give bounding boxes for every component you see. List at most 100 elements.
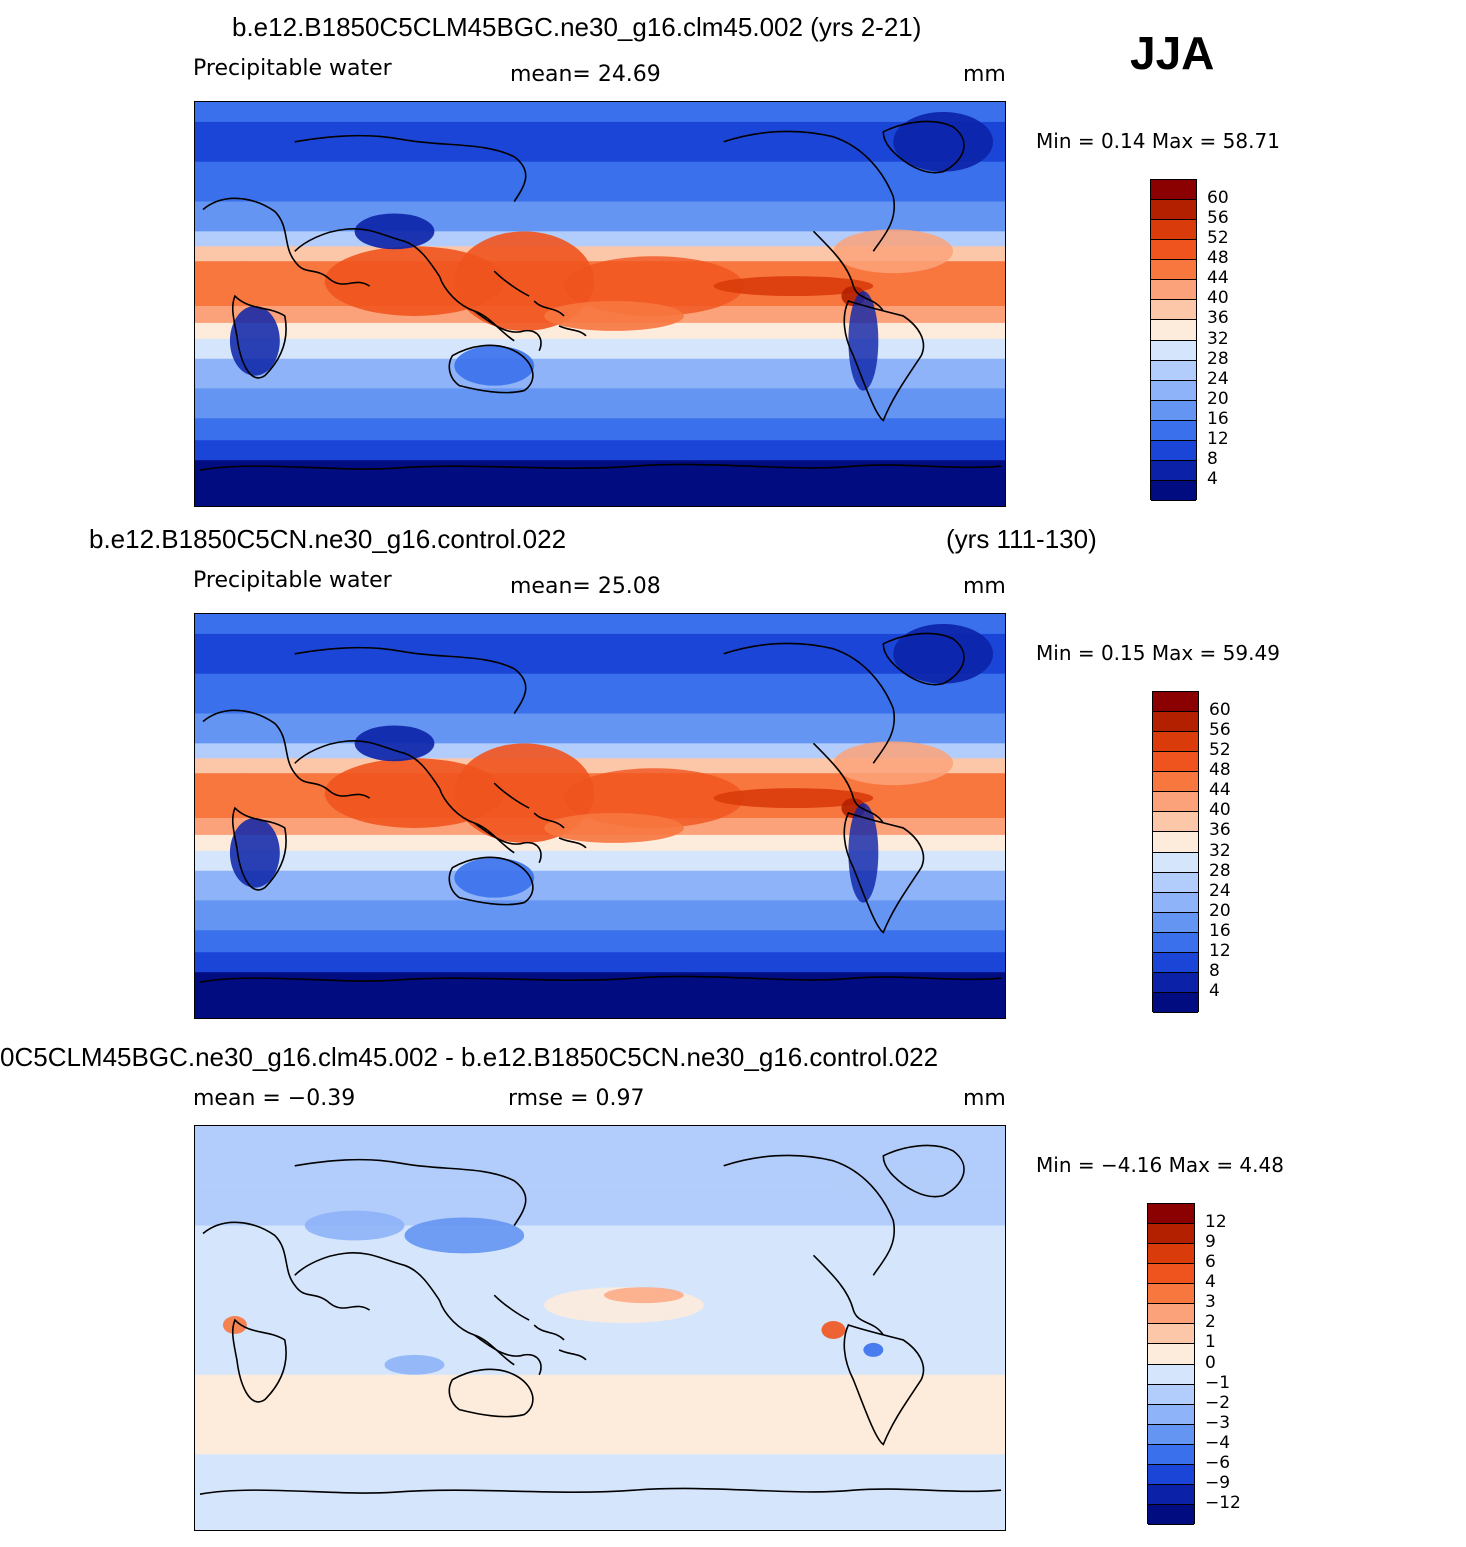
colorbar-tick-label: 8 (1209, 960, 1220, 981)
colorbar-tick-label: 36 (1209, 820, 1231, 841)
colorbar-cell (1151, 380, 1196, 401)
colorbar-cell (1153, 792, 1198, 813)
colorbar-cell (1153, 732, 1198, 753)
panel-2-mean-label: mean= 25.08 (510, 574, 661, 599)
panel-1-map (194, 101, 1006, 507)
colorbar-tick-label: 16 (1207, 408, 1229, 429)
panel-3-mean-label: mean = −0.39 (193, 1086, 356, 1111)
colorbar-cell (1148, 1404, 1194, 1425)
colorbar-tick-label: 60 (1207, 188, 1229, 209)
colorbar-cell (1148, 1204, 1194, 1225)
panel-3-map (194, 1125, 1006, 1531)
colorbar-cell (1151, 180, 1196, 201)
season-label: JJA (1130, 27, 1215, 79)
colorbar-tick-label: 12 (1207, 428, 1229, 449)
colorbar-cell (1148, 1444, 1194, 1465)
colorbar-cell (1148, 1284, 1194, 1305)
colorbar-cell (1148, 1484, 1194, 1505)
colorbar-cell (1153, 972, 1198, 993)
colorbar-tick-label: −2 (1205, 1392, 1231, 1413)
colorbar-tick-label: 4 (1205, 1272, 1216, 1293)
colorbar-tick-label: 56 (1207, 208, 1229, 229)
panel-3-units: mm (963, 1086, 1006, 1111)
colorbar-cell (1151, 440, 1196, 461)
colorbar-cell (1151, 320, 1196, 341)
panel-2-map (194, 613, 1006, 1019)
colorbar-tick-label: 40 (1207, 288, 1229, 309)
colorbar-tick-label: 16 (1209, 920, 1231, 941)
panel-2-min-max: Min = 0.15 Max = 59.49 (1036, 641, 1280, 665)
panel-2-years: (yrs 111-130) (946, 524, 1097, 554)
panel-2-variable-label: Precipitable water (193, 568, 392, 593)
panel-1-title: b.e12.B1850C5CLM45BGC.ne30_g16.clm45.002… (232, 12, 922, 42)
colorbar-tick-label: 52 (1209, 740, 1231, 761)
colorbar-tick-label: −3 (1205, 1412, 1231, 1433)
panel-2-map-svg (195, 614, 1005, 1018)
panel-3-min-max: Min = −4.16 Max = 4.48 (1036, 1153, 1284, 1177)
colorbar-cell (1153, 932, 1198, 953)
colorbar-cell (1148, 1264, 1194, 1285)
colorbar-tick-label: 28 (1209, 860, 1231, 881)
colorbar-tick-label: 12 (1209, 940, 1231, 961)
colorbar-cell (1148, 1384, 1194, 1405)
colorbar-tick-label: 12 (1205, 1212, 1227, 1233)
colorbar-cell (1148, 1304, 1194, 1325)
colorbar-cell (1148, 1464, 1194, 1485)
colorbar-tick-label: −6 (1205, 1452, 1231, 1473)
panel-1-map-svg (195, 102, 1005, 506)
panel-3-map-svg (195, 1126, 1005, 1530)
colorbar-tick-label: 52 (1207, 228, 1229, 249)
colorbar-cell (1151, 460, 1196, 481)
colorbar-tick-label: 2 (1205, 1312, 1216, 1333)
colorbar-tick-label: 40 (1209, 800, 1231, 821)
colorbar-cell (1153, 992, 1198, 1013)
colorbar-cell (1151, 420, 1196, 441)
colorbar-cell (1151, 240, 1196, 261)
colorbar-tick-label: −9 (1205, 1472, 1231, 1493)
colorbar-cell (1153, 852, 1198, 873)
panel-3-rmse-label: rmse = 0.97 (508, 1086, 645, 1111)
colorbar-cell (1153, 692, 1198, 713)
colorbar-tick-label: 0 (1205, 1352, 1216, 1373)
colorbar-cell (1153, 872, 1198, 893)
colorbar-tick-label: 1 (1205, 1332, 1216, 1353)
colorbar-cell (1153, 952, 1198, 973)
panel-3-colorbar (1147, 1203, 1195, 1525)
panel-1-variable-label: Precipitable water (193, 56, 392, 81)
panel-2-colorbar (1152, 691, 1199, 1013)
colorbar-tick-label: 60 (1209, 700, 1231, 721)
colorbar-tick-label: 3 (1205, 1292, 1216, 1313)
colorbar-cell (1148, 1364, 1194, 1385)
colorbar-cell (1148, 1324, 1194, 1345)
colorbar-tick-label: 28 (1207, 348, 1229, 369)
panel-1-min-max: Min = 0.14 Max = 58.71 (1036, 129, 1280, 153)
colorbar-tick-label: 44 (1207, 268, 1229, 289)
colorbar-cell (1151, 400, 1196, 421)
colorbar-cell (1153, 912, 1198, 933)
panel-2-title: b.e12.B1850C5CN.ne30_g16.control.022 (89, 524, 567, 554)
colorbar-cell (1151, 480, 1196, 501)
colorbar-cell (1148, 1244, 1194, 1265)
colorbar-tick-label: 44 (1209, 780, 1231, 801)
colorbar-cell (1153, 892, 1198, 913)
colorbar-tick-label: 6 (1205, 1252, 1216, 1273)
colorbar-tick-label: 8 (1207, 448, 1218, 469)
colorbar-tick-label: 32 (1209, 840, 1231, 861)
colorbar-cell (1148, 1224, 1194, 1245)
colorbar-tick-label: 20 (1209, 900, 1231, 921)
colorbar-tick-label: 32 (1207, 328, 1229, 349)
colorbar-cell (1153, 712, 1198, 733)
panel-1-units: mm (963, 62, 1006, 87)
colorbar-tick-label: −1 (1205, 1372, 1231, 1393)
colorbar-tick-label: −12 (1205, 1492, 1241, 1513)
colorbar-tick-label: −4 (1205, 1432, 1231, 1453)
panel-3-title: 0C5CLM45BGC.ne30_g16.clm45.002 - b.e12.B… (0, 1042, 939, 1072)
colorbar-tick-label: 48 (1209, 760, 1231, 781)
panel-1-colorbar (1150, 179, 1197, 501)
colorbar-tick-label: 4 (1209, 980, 1220, 1001)
colorbar-cell (1148, 1424, 1194, 1445)
colorbar-tick-label: 4 (1207, 468, 1218, 489)
colorbar-tick-label: 9 (1205, 1232, 1216, 1253)
colorbar-cell (1153, 752, 1198, 773)
colorbar-cell (1151, 220, 1196, 241)
